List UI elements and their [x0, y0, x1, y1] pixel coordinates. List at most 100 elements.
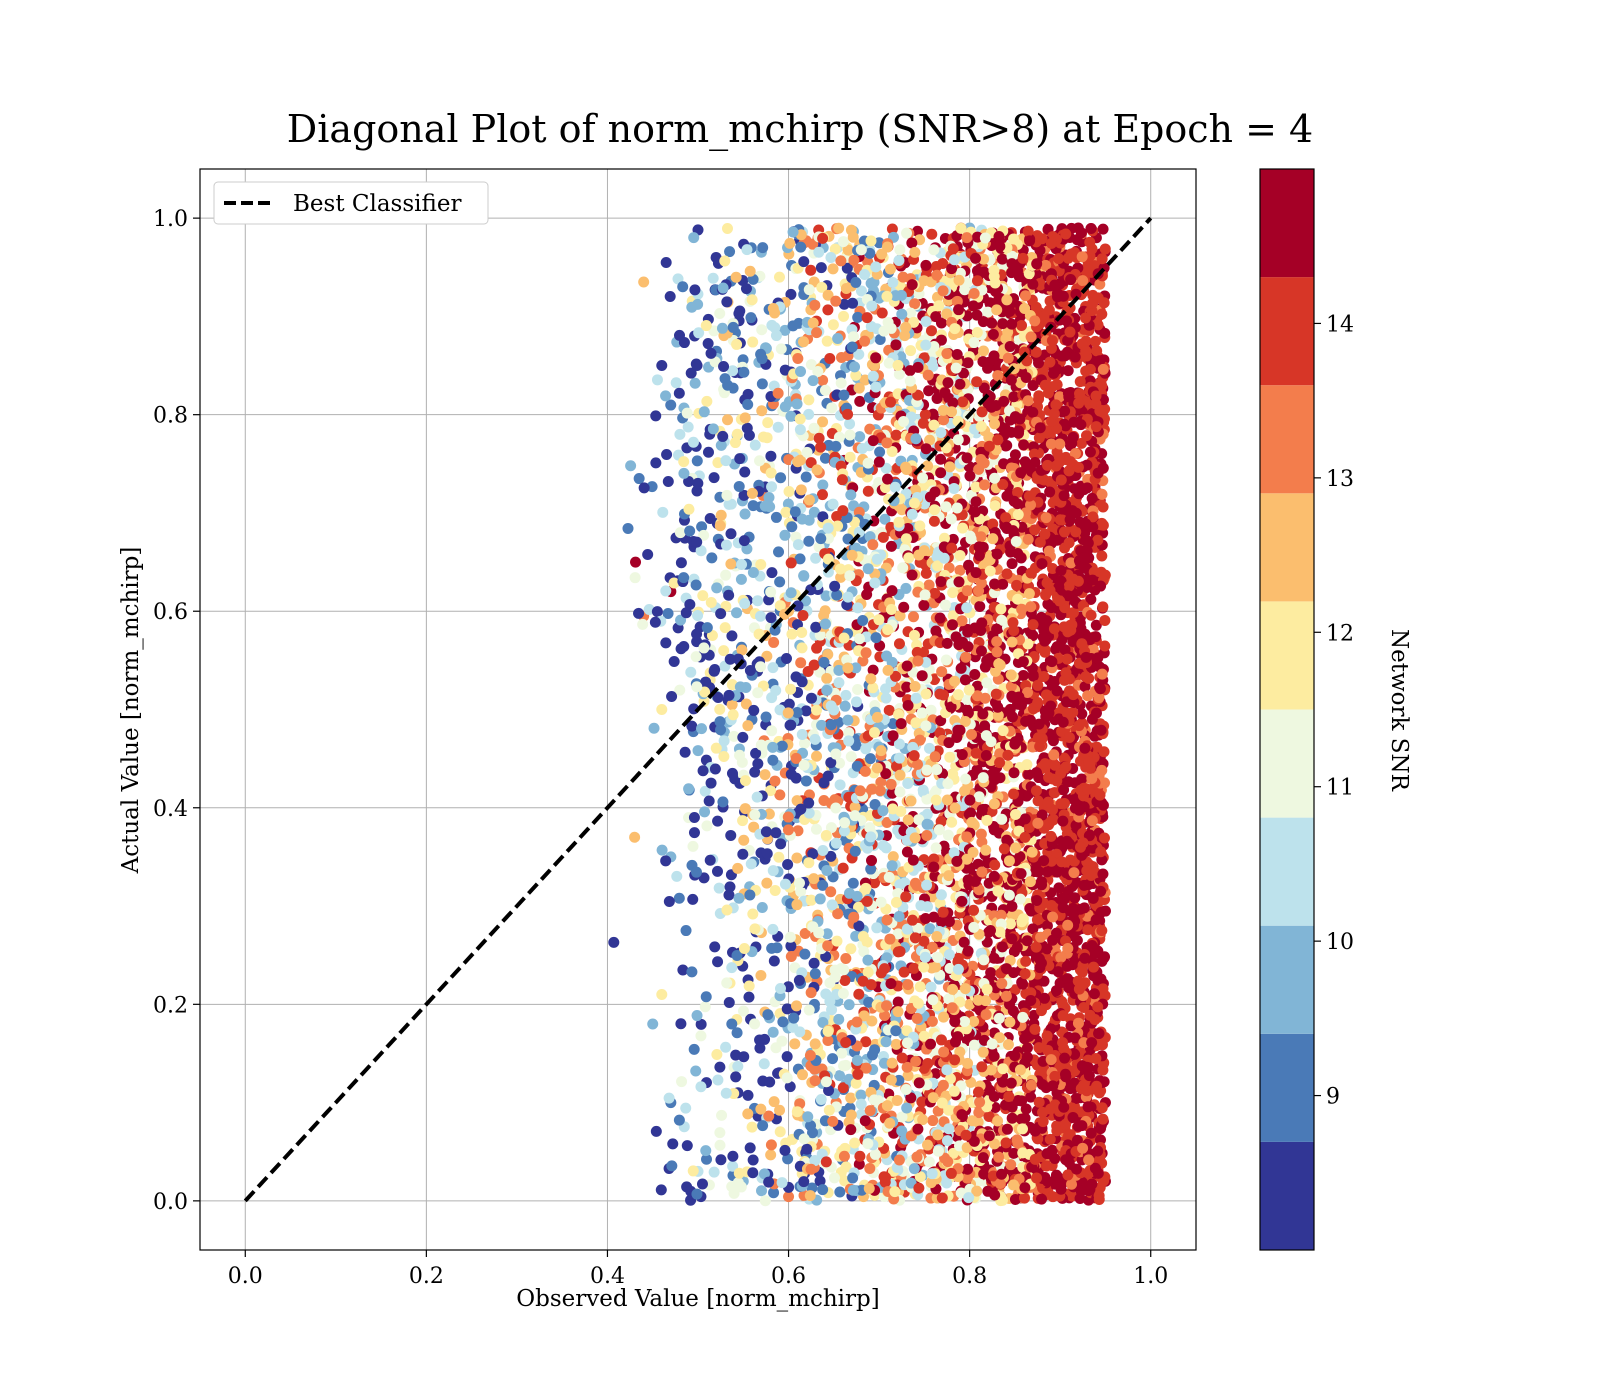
scatter-point: [1000, 512, 1012, 524]
scatter-point: [962, 1057, 974, 1069]
scatter-point: [782, 1153, 794, 1165]
scatter-point: [925, 1177, 937, 1189]
scatter-point: [947, 1147, 959, 1159]
scatter-point: [840, 689, 852, 701]
scatter-point: [730, 1071, 742, 1083]
scatter-point: [997, 478, 1009, 490]
scatter-point: [756, 1185, 768, 1197]
scatter-point: [1076, 773, 1088, 785]
scatter-point: [922, 369, 934, 381]
scatter-point: [723, 498, 735, 510]
scatter-point: [1008, 767, 1020, 779]
scatter-point: [844, 451, 856, 463]
scatter-point: [660, 637, 672, 649]
scatter-point: [821, 672, 833, 684]
scatter-point: [1033, 357, 1045, 369]
scatter-point: [1027, 629, 1039, 641]
scatter-point: [702, 446, 714, 458]
scatter-point: [920, 913, 932, 925]
scatter-point: [781, 1003, 793, 1015]
scatter-point: [692, 745, 704, 757]
scatter-point: [1096, 550, 1108, 562]
scatter-point: [1022, 638, 1034, 650]
scatter-point: [718, 735, 730, 747]
scatter-point: [901, 227, 913, 239]
scatter-point: [867, 682, 879, 694]
scatter-point: [886, 223, 898, 235]
scatter-point: [947, 243, 959, 255]
scatter-point: [1095, 1123, 1107, 1135]
scatter-point: [935, 453, 947, 465]
scatter-point: [688, 827, 700, 839]
scatter-point: [944, 751, 956, 763]
scatter-point: [836, 1047, 848, 1059]
scatter-point: [713, 882, 725, 894]
scatter-point: [851, 890, 863, 902]
scatter-point: [936, 1097, 948, 1109]
scatter-point: [1021, 759, 1033, 771]
scatter-point: [843, 727, 855, 739]
scatter-point: [767, 1026, 779, 1038]
scatter-point: [689, 377, 701, 389]
scatter-point: [1097, 1113, 1109, 1125]
scatter-point: [938, 532, 950, 544]
scatter-point: [1084, 446, 1096, 458]
scatter-point: [950, 631, 962, 643]
scatter-point: [920, 259, 932, 271]
scatter-point: [880, 1036, 892, 1048]
scatter-point: [706, 552, 718, 564]
scatter-point: [770, 511, 782, 523]
scatter-point: [968, 1039, 980, 1051]
scatter-point: [877, 531, 889, 543]
scatter-point: [772, 387, 784, 399]
scatter-point: [839, 974, 851, 986]
scatter-point: [825, 757, 837, 769]
scatter-point: [839, 700, 851, 712]
scatter-point: [816, 281, 828, 293]
scatter-point: [817, 1016, 829, 1028]
scatter-point: [914, 1171, 926, 1183]
scatter-point: [1006, 1112, 1018, 1124]
scatter-point: [842, 662, 854, 674]
scatter-point: [715, 724, 727, 736]
scatter-point: [663, 895, 675, 907]
scatter-point: [844, 429, 856, 441]
scatter-point: [838, 825, 850, 837]
scatter-point: [1028, 448, 1040, 460]
scatter-point: [739, 412, 751, 424]
scatter-point: [717, 282, 729, 294]
scatter-point: [690, 866, 702, 878]
scatter-point: [887, 718, 899, 730]
scatter-point: [1012, 509, 1024, 521]
scatter-point: [1040, 259, 1052, 271]
scatter-point: [926, 1015, 938, 1027]
scatter-points: [608, 222, 1111, 1207]
scatter-point: [1008, 1147, 1020, 1159]
scatter-point: [809, 299, 821, 311]
scatter-point: [768, 636, 780, 648]
scatter-point: [798, 336, 810, 348]
scatter-point: [807, 848, 819, 860]
scatter-point: [765, 1149, 777, 1161]
scatter-point: [725, 528, 737, 540]
scatter-point: [847, 1184, 859, 1196]
scatter-point: [781, 1072, 793, 1084]
scatter-point: [660, 855, 672, 867]
scatter-point: [1066, 1178, 1078, 1190]
scatter-point: [747, 500, 759, 512]
scatter-point: [805, 894, 817, 906]
scatter-point: [721, 296, 733, 308]
scatter-point: [934, 897, 946, 909]
scatter-point: [1023, 769, 1035, 781]
scatter-point: [735, 1181, 747, 1193]
scatter-point: [720, 1087, 732, 1099]
scatter-point: [835, 571, 847, 583]
scatter-point: [964, 998, 976, 1010]
scatter-point: [656, 844, 668, 856]
scatter-point: [1094, 278, 1106, 290]
scatter-point: [823, 1104, 835, 1116]
scatter-point: [714, 1139, 726, 1151]
scatter-point: [1067, 431, 1079, 443]
scatter-point: [808, 957, 820, 969]
scatter-point: [819, 452, 831, 464]
